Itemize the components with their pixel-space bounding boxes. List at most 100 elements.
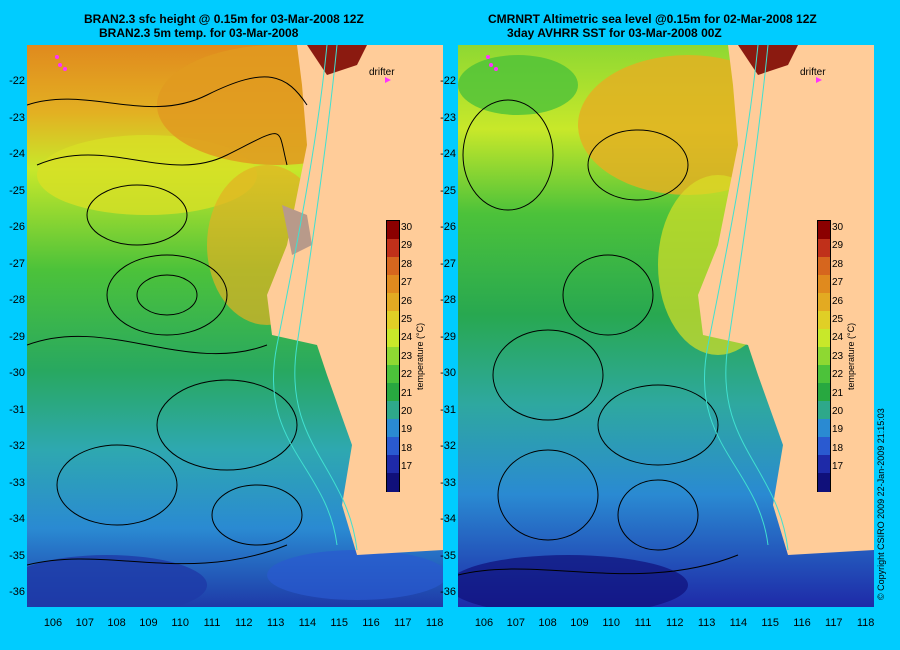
longitude-tick-label: 117 — [394, 617, 412, 629]
cool-patch — [458, 555, 688, 607]
longitude-tick-label: 111 — [203, 617, 221, 629]
colorbar-tick-label: 21 — [401, 387, 413, 399]
right-sst-map — [458, 45, 874, 607]
colorbar-tick-label: 23 — [832, 350, 844, 362]
colorbar-tick-label: 21 — [832, 387, 844, 399]
colorbar-segment — [818, 239, 830, 258]
left-map-panel: drifter — [27, 45, 443, 607]
colorbar-segment — [387, 365, 399, 384]
latitude-tick-label: -33 — [9, 476, 25, 489]
longitude-tick-label: 113 — [266, 617, 285, 629]
colorbar-segment — [818, 473, 830, 492]
left-sst-map — [27, 45, 443, 607]
colorbar-tick-label: 27 — [401, 277, 413, 289]
land-shelf-region — [738, 45, 798, 75]
longitude-tick-label: 110 — [171, 617, 189, 629]
colorbar-segment — [818, 275, 830, 294]
colorbar-segment — [818, 419, 830, 438]
colorbar-segment — [387, 239, 399, 258]
colorbar-segment — [387, 473, 399, 492]
latitude-tick-label: -29 — [9, 330, 25, 343]
bathymetry-isobaths — [703, 45, 789, 551]
colorbar-tick-label: 28 — [401, 258, 413, 270]
latitude-tick-label: -22 — [440, 75, 456, 87]
colorbar-segment — [387, 383, 399, 402]
colorbar-tick-label: 25 — [401, 314, 413, 325]
left-title-line2: BRAN2.3 5m temp. for 03-Mar-2008 — [99, 26, 299, 40]
colorbar-tick-label: 29 — [832, 240, 844, 252]
longitude-tick-label: 112 — [666, 617, 684, 629]
sea-level-contours — [458, 99, 739, 576]
land-shelf-region — [282, 205, 312, 255]
colorbar-segment — [818, 329, 830, 348]
latitude-tick-label: -27 — [9, 257, 25, 270]
longitude-tick-label: 118 — [856, 617, 875, 629]
colorbar-segment — [387, 455, 399, 474]
colorbar-tick-label: 30 — [401, 222, 413, 233]
colorbar-tick-label: 26 — [832, 295, 844, 307]
left-colorbar — [386, 220, 400, 492]
latitude-tick-label: -24 — [9, 148, 25, 160]
colorbar-segment — [387, 275, 399, 294]
colorbar-segment — [818, 455, 830, 474]
longitude-tick-label: 107 — [506, 617, 525, 629]
bathymetry-isobaths — [272, 45, 358, 551]
longitude-tick-label: 116 — [793, 617, 811, 629]
longitude-tick-label: 108 — [107, 617, 126, 629]
latitude-tick-label: -34 — [440, 513, 456, 525]
drifter-tracks — [55, 55, 391, 83]
colorbar-segment — [387, 329, 399, 348]
latitude-tick-label: -36 — [440, 586, 456, 598]
green-patch — [458, 55, 578, 115]
right-colorbar-title: temperature (°C) — [846, 322, 856, 390]
longitude-tick-label: 110 — [602, 617, 620, 629]
left-title-line1: BRAN2.3 sfc height @ 0.15m for 03-Mar-20… — [84, 12, 364, 26]
latitude-tick-label: -35 — [9, 549, 25, 562]
colorbar-segment — [818, 383, 830, 402]
right-map-panel: drifter — [458, 45, 874, 607]
latitude-tick-label: -33 — [440, 476, 456, 489]
colorbar-tick-label: 26 — [401, 295, 413, 307]
colorbar-segment — [818, 437, 830, 456]
latitude-tick-label: -23 — [440, 111, 456, 124]
colorbar-segment — [387, 221, 399, 240]
longitude-tick-label: 117 — [825, 617, 843, 629]
colorbar-tick-label: 27 — [832, 277, 844, 289]
colorbar-tick-label: 17 — [401, 461, 413, 473]
latitude-tick-label: -28 — [440, 294, 456, 306]
colorbar-tick-label: 18 — [832, 442, 844, 454]
colorbar-tick-label: 17 — [832, 461, 844, 473]
colorbar-segment — [818, 311, 830, 330]
colorbar-segment — [387, 419, 399, 438]
colorbar-tick-label: 20 — [401, 406, 413, 417]
colorbar-segment — [387, 437, 399, 456]
colorbar-segment — [818, 293, 830, 312]
copyright-notice: © Copyright CSIRO 2009 22-Jan-2009 21:15… — [876, 408, 886, 600]
longitude-tick-label: 113 — [697, 617, 716, 629]
latitude-tick-label: -25 — [440, 184, 456, 197]
latitude-tick-label: -26 — [440, 221, 456, 233]
drifter-label: drifter — [369, 67, 395, 78]
colorbar-tick-label: 20 — [832, 406, 844, 417]
colorbar-tick-label: 24 — [832, 332, 844, 344]
right-colorbar — [817, 220, 831, 492]
colorbar-tick-label: 19 — [401, 424, 413, 436]
colorbar-tick-label: 28 — [832, 258, 844, 270]
cool-patch — [267, 550, 443, 600]
longitude-tick-label: 118 — [425, 617, 444, 629]
latitude-tick-label: -27 — [440, 257, 456, 270]
colorbar-segment — [387, 257, 399, 276]
colorbar-tick-label: 29 — [401, 240, 413, 252]
longitude-tick-label: 109 — [139, 617, 158, 629]
latitude-tick-label: -29 — [440, 330, 456, 343]
longitude-tick-label: 109 — [570, 617, 589, 629]
latitude-tick-label: -24 — [440, 148, 456, 160]
colorbar-tick-label: 25 — [832, 314, 844, 325]
colorbar-segment — [818, 365, 830, 384]
colorbar-tick-label: 22 — [832, 369, 844, 381]
colorbar-tick-label: 18 — [401, 442, 413, 454]
longitude-tick-label: 114 — [729, 617, 748, 629]
longitude-tick-label: 111 — [634, 617, 652, 629]
colorbar-segment — [818, 257, 830, 276]
latitude-tick-label: -34 — [9, 513, 25, 525]
